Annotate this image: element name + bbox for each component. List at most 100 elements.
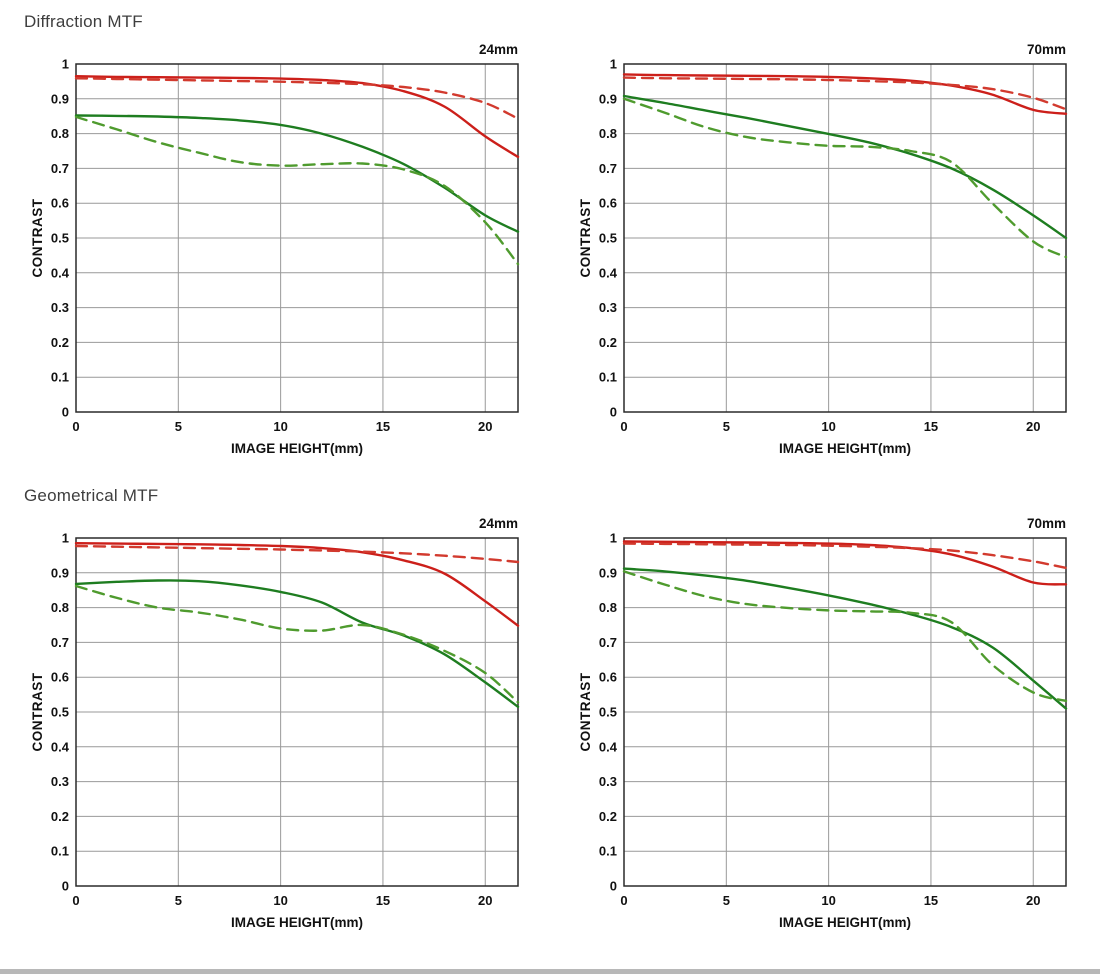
y-tick-label: 0 — [62, 405, 69, 420]
series-green-solid-line — [622, 94, 1068, 240]
x-tick-label: 15 — [376, 893, 390, 908]
y-axis-title: CONTRAST — [578, 672, 593, 751]
x-tick-label: 10 — [821, 419, 835, 434]
series-red-solid-line — [622, 73, 1068, 115]
x-axis-title: IMAGE HEIGHT(mm) — [779, 915, 911, 930]
x-tick-label: 15 — [924, 419, 938, 434]
mtf-chart-diffraction-70mm: 0 5 10 15 20 0 0.1 0.2 0.3 0.4 0.5 0.6 0.7 0.8 0.9 1 IMA… — [578, 42, 1068, 456]
y-tick-label: 0.4 — [599, 739, 618, 754]
series-green-solid-line — [74, 114, 520, 233]
y-axis-title: CONTRAST — [30, 198, 45, 277]
y-tick-label: 0.6 — [599, 670, 617, 685]
series-green-dashed-line — [74, 584, 520, 704]
y-tick-label: 0.5 — [599, 705, 617, 720]
y-tick-label: 0 — [610, 879, 617, 894]
mtf-chart-geometrical-24mm: 0 5 10 15 20 0 0.1 0.2 0.3 0.4 0.5 0.6 0.7 0.8 0.9 1 IMA… — [30, 516, 520, 930]
y-tick-label: 0.5 — [599, 231, 617, 246]
x-tick-label: 0 — [72, 419, 79, 434]
plot-border — [75, 63, 519, 413]
x-axis-title: IMAGE HEIGHT(mm) — [779, 441, 911, 456]
diffraction-mtf-section: Diffraction MTF 0 5 10 15 20 0 0.1 0.2 0.3 0.4 0.5… — [0, 12, 1100, 464]
x-axis-title: IMAGE HEIGHT(mm) — [231, 441, 363, 456]
y-tick-label: 0.9 — [599, 91, 617, 106]
y-tick-label: 0.9 — [51, 91, 69, 106]
panel-frequency-label: 70mm — [1027, 516, 1066, 531]
mtf-chart-diffraction-24mm: 0 5 10 15 20 0 0.1 0.2 0.3 0.4 0.5 0.6 0.7 0.8 0.9 1 IMA… — [30, 42, 520, 456]
x-tick-label: 10 — [821, 893, 835, 908]
y-tick-label: 0.3 — [51, 300, 69, 315]
y-tick-label: 0 — [610, 405, 617, 420]
y-tick-label: 0.8 — [51, 600, 69, 615]
x-tick-label: 20 — [478, 893, 492, 908]
series-green-solid-line — [74, 579, 520, 708]
x-tick-label: 5 — [175, 419, 182, 434]
grid — [75, 537, 518, 887]
page-bottom-edge — [0, 969, 1100, 974]
x-tick-label: 0 — [72, 893, 79, 908]
y-tick-label: 0.5 — [51, 231, 69, 246]
y-tick-label: 0.1 — [51, 844, 69, 859]
y-tick-label: 1 — [610, 57, 617, 72]
chart-panel-diffraction-70mm: 0 5 10 15 20 0 0.1 0.2 0.3 0.4 0.5 0.6 0.7 0.8 0.9 1 IMA… — [576, 34, 1076, 464]
y-tick-label: 0.5 — [51, 705, 69, 720]
x-tick-label: 5 — [723, 419, 730, 434]
y-tick-label: 0.8 — [599, 600, 617, 615]
y-tick-label: 1 — [610, 531, 617, 546]
x-tick-label: 10 — [273, 419, 287, 434]
mtf-chart-geometrical-70mm: 0 5 10 15 20 0 0.1 0.2 0.3 0.4 0.5 0.6 0.7 0.8 0.9 1 IMA… — [578, 516, 1068, 930]
y-tick-label: 0.4 — [51, 265, 70, 280]
x-tick-label: 0 — [620, 419, 627, 434]
y-tick-label: 1 — [62, 531, 69, 546]
y-tick-label: 0.3 — [599, 300, 617, 315]
chart-panel-geometrical-70mm: 0 5 10 15 20 0 0.1 0.2 0.3 0.4 0.5 0.6 0.7 0.8 0.9 1 IMA… — [576, 508, 1076, 938]
series-red-solid-line — [74, 75, 520, 159]
y-axis-title: CONTRAST — [578, 198, 593, 277]
y-tick-label: 0.1 — [599, 370, 617, 385]
section-title-geometrical: Geometrical MTF — [24, 486, 159, 505]
geometrical-charts-row: 0 5 10 15 20 0 0.1 0.2 0.3 0.4 0.5 0.6 0.7 0.8 0.9 1 IMA… — [0, 508, 1100, 938]
series-red-dashed-line — [622, 542, 1068, 570]
y-tick-label: 0.6 — [599, 196, 617, 211]
axis-labels: 0 5 10 15 20 0 0.1 0.2 0.3 0.4 0.5 0.6 0.7 0.8 0.9 1 IMA… — [578, 42, 1066, 456]
x-tick-label: 5 — [175, 893, 182, 908]
x-axis-title: IMAGE HEIGHT(mm) — [231, 915, 363, 930]
x-tick-label: 20 — [1026, 419, 1040, 434]
series-red-solid-line — [622, 540, 1068, 586]
axis-labels: 0 5 10 15 20 0 0.1 0.2 0.3 0.4 0.5 0.6 0.7 0.8 0.9 1 IMA… — [30, 42, 518, 456]
series-red-solid-line — [74, 542, 520, 627]
x-tick-label: 15 — [924, 893, 938, 908]
y-tick-label: 0.7 — [599, 635, 617, 650]
series-red-dashed-line — [622, 76, 1068, 111]
y-tick-label: 1 — [62, 57, 69, 72]
y-tick-label: 0.6 — [51, 670, 69, 685]
geometrical-mtf-section: Geometrical MTF 0 5 10 15 20 0 0.1 0.2 0.3 0.4 0.5… — [0, 486, 1100, 938]
y-tick-label: 0.9 — [51, 565, 69, 580]
x-tick-label: 10 — [273, 893, 287, 908]
y-tick-label: 0.7 — [599, 161, 617, 176]
series-green-dashed-line — [622, 570, 1068, 703]
x-tick-label: 5 — [723, 893, 730, 908]
y-tick-label: 0.9 — [599, 565, 617, 580]
y-tick-label: 0.8 — [599, 126, 617, 141]
series-red-dashed-line — [74, 77, 520, 120]
chart-panel-diffraction-24mm: 0 5 10 15 20 0 0.1 0.2 0.3 0.4 0.5 0.6 0.7 0.8 0.9 1 IMA… — [28, 34, 528, 464]
series-green-dashed-line — [74, 115, 520, 266]
y-tick-label: 0.4 — [599, 265, 618, 280]
y-tick-label: 0.1 — [599, 844, 617, 859]
chart-panel-geometrical-24mm: 0 5 10 15 20 0 0.1 0.2 0.3 0.4 0.5 0.6 0.7 0.8 0.9 1 IMA… — [28, 508, 528, 938]
y-tick-label: 0.1 — [51, 370, 69, 385]
y-tick-label: 0.4 — [51, 739, 70, 754]
grid — [623, 537, 1066, 887]
y-axis-title: CONTRAST — [30, 672, 45, 751]
y-tick-label: 0.7 — [51, 635, 69, 650]
x-tick-label: 0 — [620, 893, 627, 908]
axis-labels: 0 5 10 15 20 0 0.1 0.2 0.3 0.4 0.5 0.6 0.7 0.8 0.9 1 IMA… — [578, 516, 1066, 930]
y-tick-label: 0.2 — [599, 809, 617, 824]
y-tick-label: 0.3 — [599, 774, 617, 789]
grid — [623, 63, 1066, 413]
section-title-diffraction: Diffraction MTF — [24, 12, 143, 31]
diffraction-charts-row: 0 5 10 15 20 0 0.1 0.2 0.3 0.4 0.5 0.6 0.7 0.8 0.9 1 IMA… — [0, 34, 1100, 464]
series-red-dashed-line — [74, 544, 520, 564]
plot-border — [623, 537, 1067, 887]
